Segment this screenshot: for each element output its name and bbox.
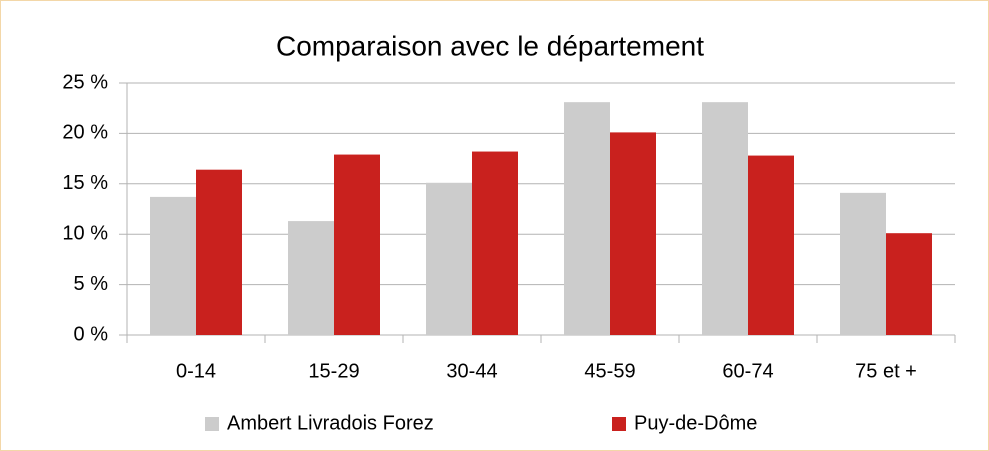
y-tick-label: 5 % [74, 273, 109, 295]
y-tick-label: 10 % [62, 222, 108, 244]
bar [150, 196, 196, 335]
legend-label: Ambert Livradois Forez [227, 412, 434, 434]
bar [288, 221, 334, 335]
x-tick-label: 75 et + [855, 360, 917, 382]
bar [196, 169, 242, 335]
bar [886, 233, 932, 335]
x-tick-label: 0-14 [176, 360, 216, 382]
x-tick-label: 15-29 [308, 360, 359, 382]
bar [334, 154, 380, 335]
y-tick-label: 25 % [62, 71, 108, 93]
bar [472, 151, 518, 335]
legend-swatch [612, 417, 626, 431]
legend-label: Puy-de-Dôme [634, 412, 757, 434]
legend-swatch [205, 417, 219, 431]
bar [840, 192, 886, 335]
x-tick-label: 60-74 [722, 360, 773, 382]
y-tick-label: 15 % [62, 172, 108, 194]
bar [610, 132, 656, 335]
y-tick-label: 0 % [74, 323, 109, 345]
y-tick-label: 20 % [62, 122, 108, 144]
bar [702, 102, 748, 335]
chart-title: Comparaison avec le département [276, 30, 704, 61]
x-tick-label: 30-44 [446, 360, 497, 382]
x-tick-label: 45-59 [584, 360, 635, 382]
bar [426, 182, 472, 335]
bar [748, 155, 794, 335]
bar [564, 102, 610, 335]
